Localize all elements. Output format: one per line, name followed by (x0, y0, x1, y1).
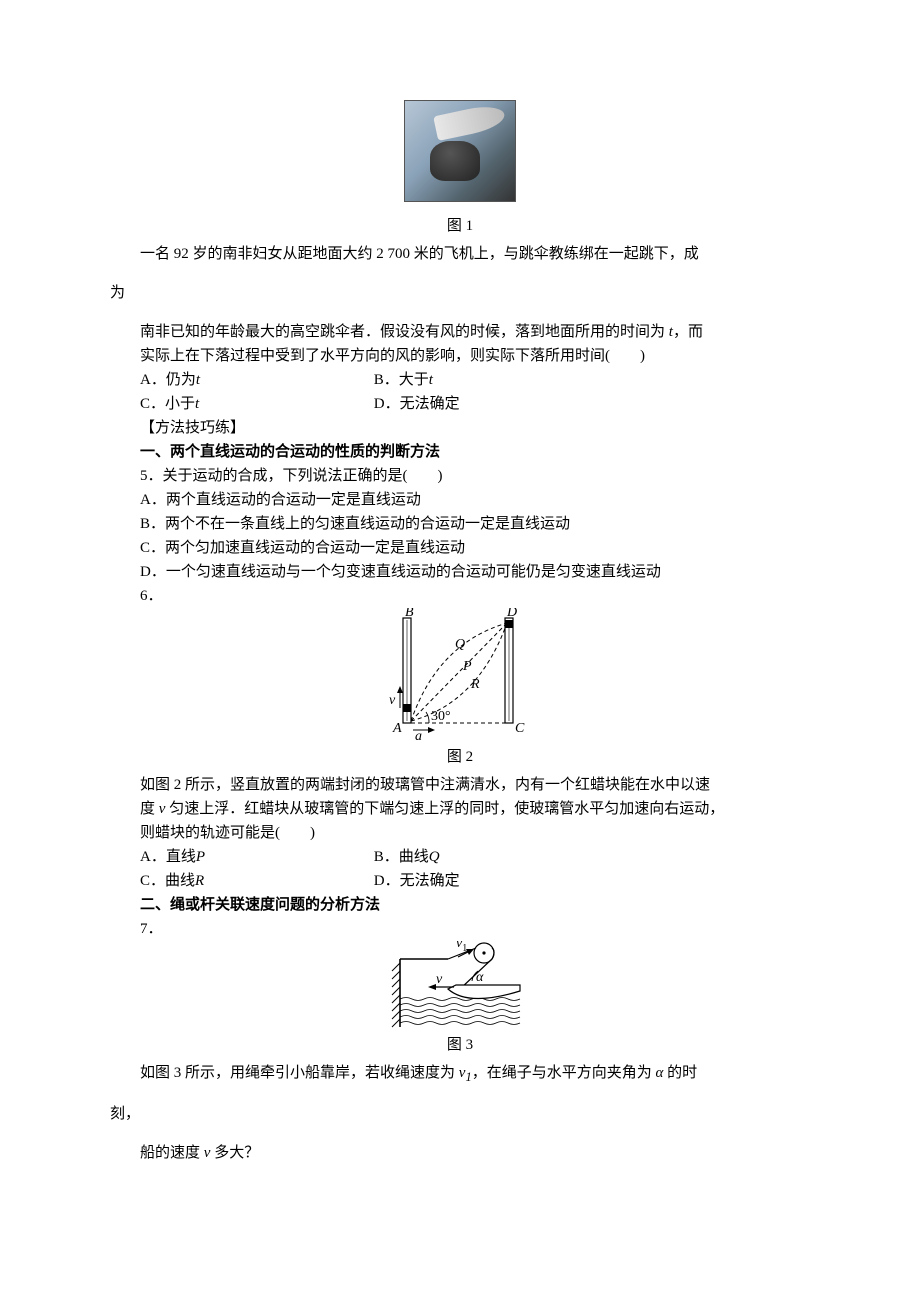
figure-1 (110, 100, 810, 210)
q4-line1-text: 一名 92 岁的南非妇女从距地面大约 2 700 米的飞机上，与跳伞教练绑在一起… (140, 246, 699, 262)
q6-opt-a-pre: A．直线 (140, 845, 196, 869)
skydiver-photo (404, 100, 516, 202)
q4-line2-text: 南非已知的年龄最大的高空跳伞者．假设没有风的时候，落到地面所用的时间为 (140, 324, 669, 340)
q6-options-row1: A．直线 P B．曲线 Q (110, 845, 810, 869)
section-1-title: 一、两个直线运动的合运动的性质的判断方法 (110, 440, 810, 464)
q6-para1: 如图 2 所示，竖直放置的两端封闭的玻璃管中注满清水，内有一个红蜡块能在水中以速 (110, 773, 810, 797)
q6-option-a: A．直线 P (140, 845, 370, 869)
q6-option-d: D．无法确定 (374, 869, 604, 893)
q4-line1-tail: 为 (110, 281, 810, 305)
q4-option-d: D．无法确定 (374, 392, 604, 416)
q4-line1: 一名 92 岁的南非妇女从距地面大约 2 700 米的飞机上，与跳伞教练绑在一起… (110, 242, 810, 266)
q5-option-c: C．两个匀加速直线运动的合运动一定是直线运动 (110, 536, 810, 560)
q6-opt-c-pre: C．曲线 (140, 869, 195, 893)
q6-para3: 则蜡块的轨迹可能是( ) (110, 821, 810, 845)
section-2-title: 二、绳或杆关联速度问题的分析方法 (110, 893, 810, 917)
q4-options-row2: C．小于 t D．无法确定 (110, 392, 810, 416)
q6-option-c: C．曲线 R (140, 869, 370, 893)
variable-P: P (196, 845, 205, 869)
variable-v1: v1 (459, 1065, 472, 1081)
method-header: 【方法技巧练】 (110, 416, 810, 440)
q4-line3: 实际上在下落过程中受到了水平方向的风的影响，则实际下落所用时间( ) (110, 344, 810, 368)
q7-para1-pre: 如图 3 所示，用绳牵引小船靠岸，若收绳速度为 (140, 1065, 459, 1081)
q4-line2: 南非已知的年龄最大的高空跳伞者．假设没有风的时候，落到地面所用的时间为 t，而 (110, 320, 810, 344)
q7-para2-pre: 船的速度 (140, 1145, 204, 1161)
page: 图 1 一名 92 岁的南非妇女从距地面大约 2 700 米的飞机上，与跳伞教练… (0, 0, 920, 1302)
label-alpha: α (476, 970, 484, 985)
q6-para2-tail: 匀速上浮．红蜡块从玻璃管的下端匀速上浮的同时，使玻璃管水平匀加速向右运动， (165, 801, 724, 817)
q7-para2: 船的速度 v 多大？ (110, 1141, 810, 1165)
fig3-svg: v1 v α (388, 941, 533, 1031)
variable-Q: Q (429, 845, 440, 869)
label-C: C (515, 721, 525, 736)
q6-options-row2: C．曲线 R D．无法确定 (110, 869, 810, 893)
q4-opt-a-pre: A．仍为 (140, 368, 196, 392)
label-R: R (470, 677, 480, 692)
q4-option-a: A．仍为 t (140, 368, 370, 392)
figure-3-caption: 图 3 (110, 1033, 810, 1057)
q6-para2-pre: 度 (140, 801, 159, 817)
label-v: v (436, 972, 443, 987)
q4-line2-tail: ，而 (673, 324, 703, 340)
label-v1: v1 (456, 941, 467, 954)
q7-para1-outdent: 刻， (110, 1102, 810, 1126)
variable-t: t (195, 392, 199, 416)
q7-para1-mid: ，在绳子与水平方向夹角为 (472, 1065, 656, 1081)
q4-options-row1: A．仍为 t B．大于 t (110, 368, 810, 392)
label-Q: Q (455, 637, 465, 652)
q6-option-b: B．曲线 Q (374, 845, 604, 869)
q4-opt-c-pre: C．小于 (140, 392, 195, 416)
figure-2: B D A C Q P R v a 30° (383, 608, 538, 743)
label-D: D (506, 608, 517, 620)
q7-para1: 如图 3 所示，用绳牵引小船靠岸，若收绳速度为 v1，在绳子与水平方向夹角为 α… (110, 1061, 810, 1087)
label-A: A (392, 721, 402, 736)
q6-para2: 度 v 匀速上浮．红蜡块从玻璃管的下端匀速上浮的同时，使玻璃管水平匀加速向右运动… (110, 797, 810, 821)
q4-option-c: C．小于 t (140, 392, 370, 416)
q5-option-d: D．一个匀速直线运动与一个匀变速直线运动的合运动可能仍是匀变速直线运动 (110, 560, 810, 584)
q5-option-a: A．两个直线运动的合运动一定是直线运动 (110, 488, 810, 512)
figure-3: v1 v α (388, 941, 533, 1031)
q7-number: 7． (110, 917, 810, 941)
label-P: P (462, 659, 472, 674)
q6-opt-b-pre: B．曲线 (374, 845, 429, 869)
q4-option-b: B．大于 t (374, 368, 604, 392)
variable-t: t (429, 368, 433, 392)
label-v: v (389, 693, 396, 708)
variable-R: R (195, 869, 204, 893)
label-B: B (405, 608, 414, 620)
q7-para1-tail: 的时 (663, 1065, 697, 1081)
fig2-svg: B D A C Q P R v a 30° (383, 608, 538, 743)
variable-t: t (196, 368, 200, 392)
q5-option-b: B．两个不在一条直线上的匀速直线运动的合运动一定是直线运动 (110, 512, 810, 536)
q4-opt-b-pre: B．大于 (374, 368, 429, 392)
q5-stem: 5．关于运动的合成，下列说法正确的是( ) (110, 464, 810, 488)
label-30deg: 30° (431, 709, 451, 724)
figure-1-caption: 图 1 (110, 214, 810, 238)
label-a: a (415, 729, 422, 743)
figure-2-caption: 图 2 (110, 745, 810, 769)
q6-number: 6． (110, 584, 810, 608)
q7-para2-tail: 多大？ (210, 1145, 259, 1161)
